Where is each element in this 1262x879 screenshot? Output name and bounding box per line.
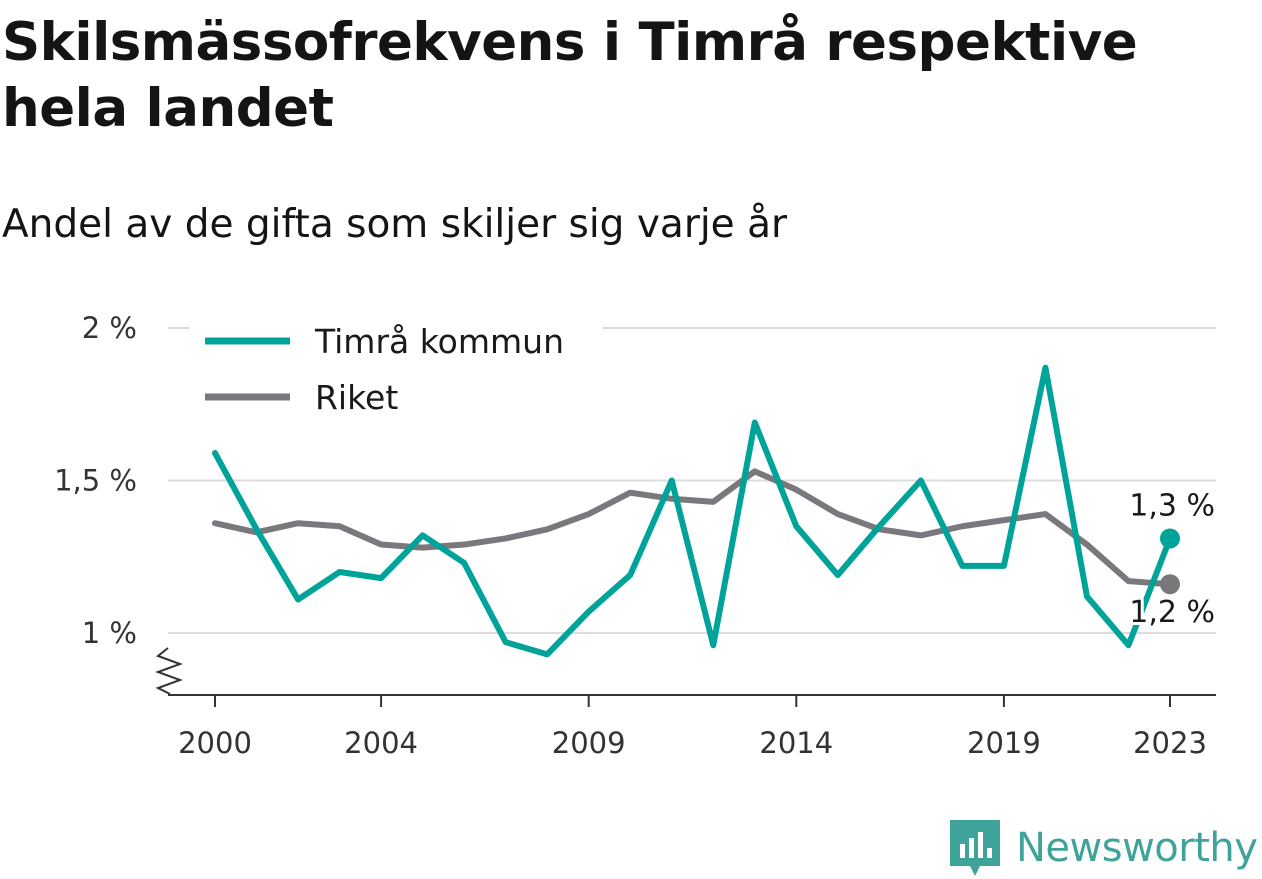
newsworthy-logo-icon: [950, 820, 1000, 876]
x-tick-label: 2023: [1133, 726, 1207, 760]
axes: 1 % 1,5 % 2 % 2000 2004 2009 2014 2019 2023: [54, 311, 1216, 760]
legend-label: Riket: [315, 378, 398, 417]
brand-logo: Newsworthy: [950, 818, 1258, 878]
x-tick-label: 2004: [344, 726, 418, 760]
y-tick-label: 2 %: [82, 311, 137, 345]
x-tick-label: 2009: [552, 726, 626, 760]
end-point-timra: [1160, 528, 1180, 549]
y-tick-label: 1 %: [82, 616, 137, 650]
series-line-timra: [212, 364, 1173, 658]
end-label-timra: 1,3 %: [1129, 488, 1215, 523]
x-tick-label: 2014: [759, 726, 833, 760]
brand-name: Newsworthy: [1016, 825, 1258, 871]
legend-background: [190, 318, 602, 430]
line-chart: 1 % 1,5 % 2 % 2000 2004 2009 2014 2019 2023 Timr…: [54, 311, 1218, 760]
series-lines: [212, 364, 1180, 658]
y-tick-label: 1,5 %: [54, 464, 137, 498]
legend-label: Timrå kommun: [314, 322, 564, 361]
x-tick-label: 2019: [967, 726, 1041, 760]
end-labels: 1,3 % 1,2 %: [1126, 485, 1218, 633]
legend: Timrå kommun Riket: [190, 318, 602, 430]
chart-title: Skilsmässofrekvens i Timrå respektive he…: [2, 12, 1138, 139]
chart-subtitle: Andel av de gifta som skiljer sig varje …: [2, 202, 788, 247]
end-point-riket: [1160, 574, 1180, 595]
end-label-riket: 1,2 %: [1129, 595, 1215, 630]
x-tick-label: 2000: [178, 726, 252, 760]
axis-break-marker: [155, 647, 183, 695]
